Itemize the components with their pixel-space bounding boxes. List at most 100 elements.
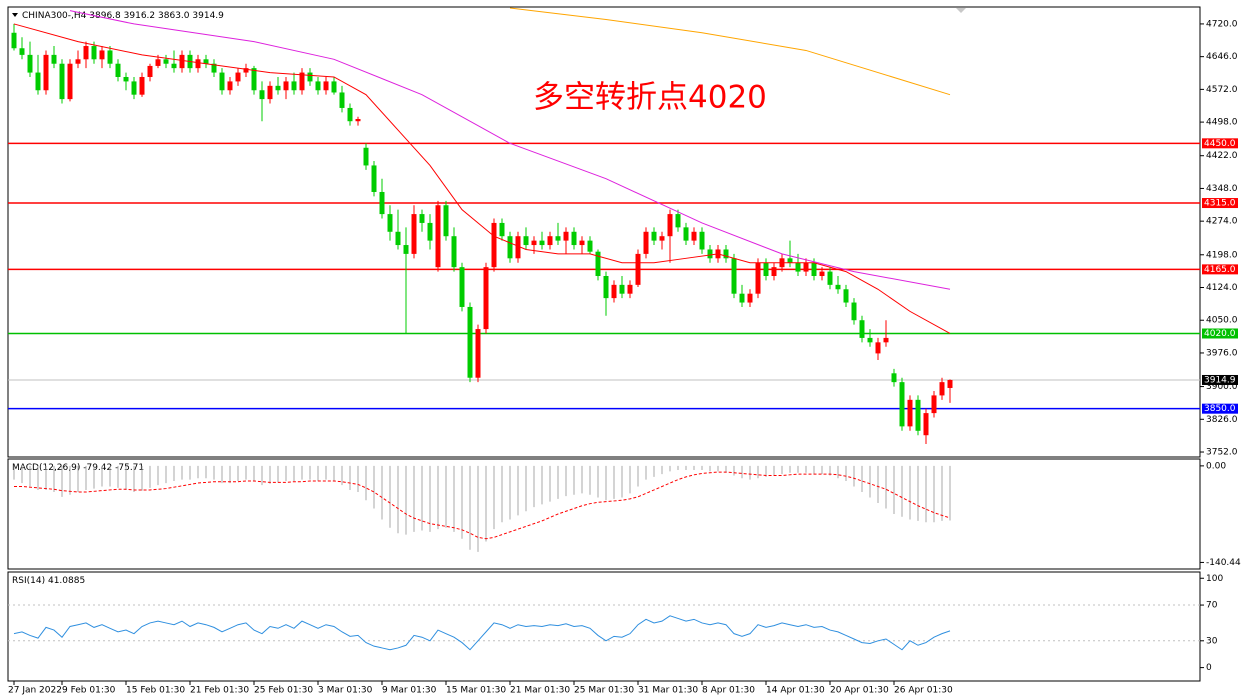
candle-body [315, 81, 321, 91]
candle-body [59, 63, 65, 100]
symbol: CHINA300-,H4 [22, 11, 87, 21]
rsi-y-tick-label: 70 [1206, 601, 1218, 611]
rsi-value: 41.0885 [48, 576, 85, 586]
candle-body [179, 54, 185, 69]
macd-value: -79.42 [83, 463, 112, 473]
candle-body [571, 231, 577, 246]
candle-body [299, 72, 305, 91]
level-label-bg [1202, 403, 1238, 414]
candle-body [827, 271, 833, 285]
rsi-y-tick-label: 30 [1206, 636, 1218, 646]
candle-body [235, 72, 241, 82]
candle-body [883, 337, 889, 343]
axes: 4720.0 4646.0 4572.0 4498.0 4422.0 4348.0 4274… [8, 19, 1241, 695]
x-tick-label: 3 Mar 01:30 [318, 686, 373, 696]
candle-body [939, 382, 945, 396]
candle-body [539, 240, 545, 246]
candle-body [219, 72, 225, 91]
x-tick-label: 15 Feb 01:30 [126, 686, 185, 696]
candle-body [739, 293, 745, 303]
candle-body [91, 46, 97, 60]
candle-body [19, 48, 25, 55]
x-tick-label: 9 Feb 01:30 [62, 686, 116, 696]
candle-body [75, 59, 81, 64]
candle-body [139, 76, 145, 95]
candle-body [99, 50, 105, 60]
candle-body [195, 59, 201, 69]
price-label-bg [1202, 374, 1238, 385]
x-tick-label: 25 Mar 01:30 [574, 686, 634, 696]
level-label: 4020.0 [1204, 329, 1236, 339]
candle-body [411, 214, 417, 254]
candle-body [451, 236, 457, 268]
y-tick-label: 4422.0 [1206, 151, 1238, 161]
x-tick-label: 27 Jan 2022 [8, 686, 62, 696]
chart-header: CHINA300-,H4 3896.8 3916.2 3863.0 3914.9 [22, 11, 224, 21]
candle-body [171, 63, 177, 69]
candle-body [83, 46, 89, 60]
candle-body [643, 231, 649, 254]
candle-body [651, 231, 657, 241]
candle-body [131, 81, 137, 95]
rsi-y-tick-label: 100 [1206, 574, 1223, 584]
x-tick-label: 8 Apr 01:30 [702, 686, 755, 696]
close: 3914.9 [192, 11, 224, 21]
candle-body [211, 63, 217, 73]
y-tick-label: 3976.0 [1206, 348, 1238, 358]
macd-panel [7, 458, 1201, 570]
y-tick-label: 4720.0 [1206, 19, 1238, 29]
candle-body [227, 81, 233, 91]
candle-body [731, 258, 737, 294]
moving-average [509, 7, 951, 96]
y-tick-label: 3752.0 [1206, 448, 1238, 458]
open: 3896.8 [89, 11, 121, 21]
candle-body [915, 399, 921, 431]
candle-body [387, 214, 393, 232]
macd-y-tick-label: 0.00 [1206, 461, 1226, 471]
y-tick-label: 4050.0 [1206, 316, 1238, 326]
x-tick-label: 9 Mar 01:30 [382, 686, 437, 696]
candle-body [859, 320, 865, 338]
candle-body [147, 65, 153, 77]
candle-body [611, 284, 617, 299]
candle-body [475, 329, 481, 378]
candle-body [619, 284, 625, 294]
level-label-bg [1202, 328, 1238, 339]
macd-signal [14, 471, 951, 540]
candle-body [283, 81, 289, 91]
level-label-bg [1202, 138, 1238, 149]
level-label: 4450.0 [1204, 139, 1236, 149]
candle-body [347, 107, 353, 122]
candle-body [947, 379, 953, 388]
candle-body [787, 258, 793, 263]
rsi-y-tick-label: 0 [1206, 663, 1212, 673]
rsi-line [13, 615, 951, 651]
menu-arrow[interactable] [12, 13, 18, 17]
candle-body [707, 249, 713, 259]
candle-body [755, 262, 761, 294]
candle-body [35, 72, 41, 91]
candle-body [595, 251, 601, 277]
candle-body [563, 231, 569, 241]
candle-body [107, 50, 113, 64]
candle-body [259, 90, 265, 100]
price-label: 3914.9 [1204, 375, 1236, 385]
candle-body [723, 249, 729, 259]
rsi-plot [8, 604, 1200, 651]
candle-body [275, 85, 281, 91]
x-tick-label: 14 Apr 01:30 [766, 686, 825, 696]
level-label: 3850.0 [1204, 404, 1236, 414]
candle-body [491, 222, 497, 268]
candle-body [267, 85, 273, 100]
main-plot [8, 7, 1200, 445]
candle-body [747, 293, 753, 303]
candle-body [123, 76, 129, 82]
candle-body [499, 222, 505, 237]
candle-body [323, 81, 329, 91]
y-tick-label: 4348.0 [1206, 184, 1238, 194]
candle-body [635, 253, 641, 285]
candle-body [531, 240, 537, 246]
candle-body [811, 262, 817, 277]
candle-body [43, 54, 49, 91]
low: 3863.0 [158, 11, 190, 21]
